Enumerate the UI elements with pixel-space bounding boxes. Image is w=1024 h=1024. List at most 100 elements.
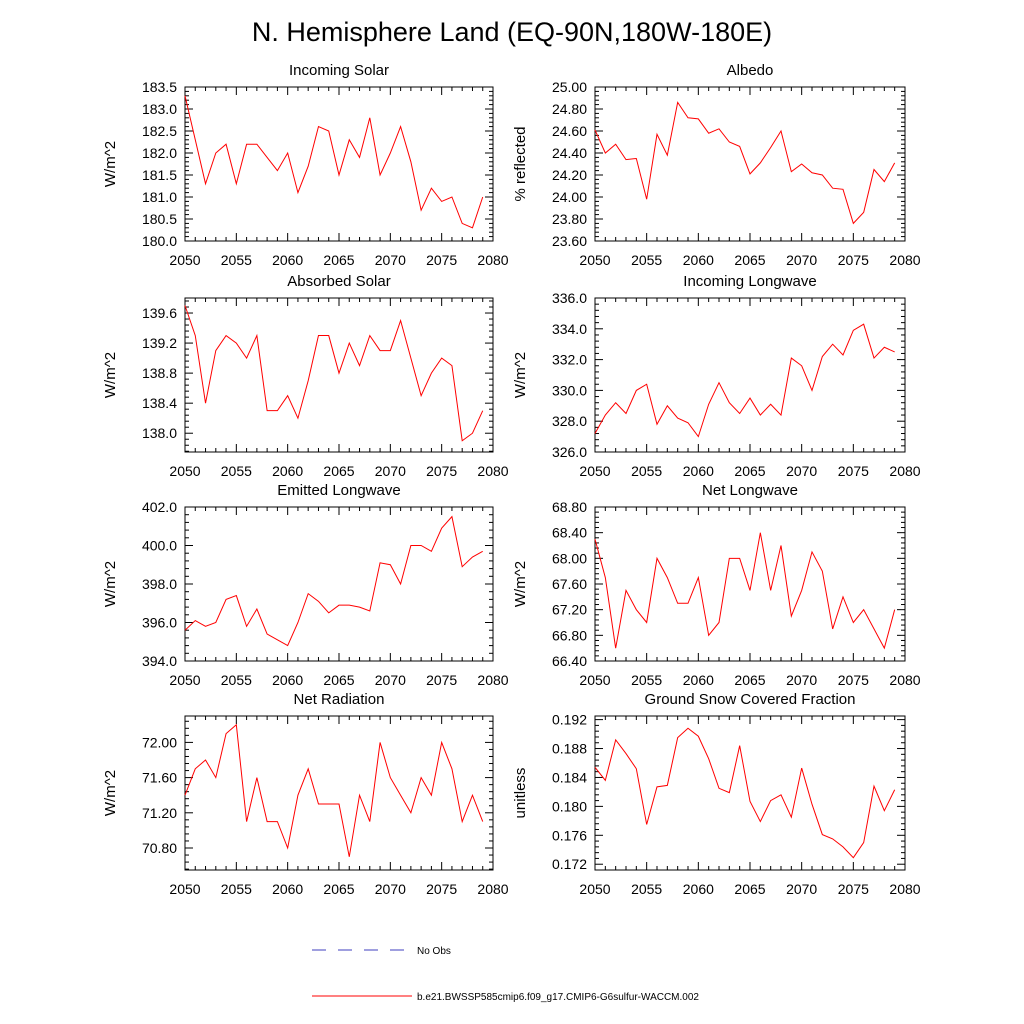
chart-emitted-longwave-x-tick-label: 2070 [375,672,406,688]
chart-ground-snow-covered-fraction-y-tick-label: 0.184 [552,769,587,785]
chart-net-longwave-x-tick-label: 2080 [889,672,920,688]
chart-net-radiation-series-line [184,723,484,857]
chart-net-longwave-y-tick-label: 66.80 [552,627,587,643]
chart-albedo-y-tick-label: 24.20 [552,167,587,183]
chart-absorbed-solar-y-tick-label: 138.8 [142,365,177,381]
chart-net-radiation-y-tick-label: 71.60 [142,770,177,786]
chart-absorbed-solar-y-tick-label: 139.6 [142,305,177,321]
chart-incoming-longwave-x-tick-label: 2060 [683,463,714,479]
chart-emitted-longwave-y-tick-label: 394.0 [142,653,177,669]
chart-incoming-longwave-x-tick-label: 2065 [734,463,765,479]
chart-net-radiation-y-tick-label: 72.00 [142,734,177,750]
chart-net-longwave-y-tick-label: 66.40 [552,653,587,669]
chart-net-radiation-x-tick-label: 2050 [169,881,200,897]
chart-net-radiation-ylabel: W/m^2 [102,770,119,816]
chart-ground-snow-covered-fraction-y-tick-label: 0.172 [552,856,587,872]
chart-incoming-longwave: Incoming Longwave W/m^2 2050 2055 2060 2065 20… [512,273,921,479]
chart-absorbed-solar-x-tick-label: 2080 [477,463,508,479]
chart-albedo-x-tick-label: 2050 [579,252,610,268]
chart-absorbed-solar-series-line [184,305,484,442]
chart-incoming-longwave-x-tick-label: 2075 [838,463,869,479]
chart-ground-snow-covered-fraction-y-tick-label: 0.180 [552,798,587,814]
chart-absorbed-solar-y-tick-label: 138.0 [142,425,177,441]
chart-net-longwave: Net Longwave W/m^2 2050 2055 2060 2065 2070 207… [512,482,921,688]
chart-absorbed-solar-y-tick-label: 139.2 [142,335,177,351]
chart-absorbed-solar: Absorbed Solar W/m^2 2050 2055 2060 2065 2070 2… [102,273,509,479]
chart-absorbed-solar-x-tick-label: 2050 [169,463,200,479]
chart-net-longwave-y-tick-label: 68.40 [552,525,587,541]
chart-ground-snow-covered-fraction-x-tick-label: 2055 [631,881,662,897]
chart-absorbed-solar-plot-frame [184,297,494,453]
chart-incoming-solar-y-tick-label: 182.5 [142,123,177,139]
chart-net-radiation-x-tick-label: 2060 [272,881,303,897]
chart-net-longwave-x-tick-label: 2075 [838,672,869,688]
chart-incoming-longwave-y-tick-label: 326.0 [552,444,587,460]
chart-incoming-solar-x-tick-label: 2065 [323,252,354,268]
chart-ground-snow-covered-fraction-x-tick-label: 2075 [838,881,869,897]
legend: No Obs b.e21.BWSSP585cmip6.f09_g17.CMIP6… [312,946,699,1003]
chart-albedo: Albedo % reflected 2050 2055 2060 2065 2070 207… [512,62,921,268]
chart-net-radiation-plot-frame [184,715,494,871]
chart-albedo-x-tick-label: 2065 [734,252,765,268]
chart-panels: Incoming Solar W/m^2 2050 2055 2060 2065 2070 2… [102,62,921,897]
chart-incoming-solar-y-tick-label: 180.5 [142,211,177,227]
chart-albedo-x-tick-label: 2075 [838,252,869,268]
chart-net-radiation-x-tick-label: 2070 [375,881,406,897]
chart-emitted-longwave-x-tick-label: 2050 [169,672,200,688]
chart-albedo-y-tick-label: 24.40 [552,145,587,161]
chart-incoming-longwave-x-tick-label: 2070 [786,463,817,479]
chart-albedo-x-tick-label: 2055 [631,252,662,268]
chart-emitted-longwave-x-tick-label: 2055 [221,672,252,688]
chart-albedo-x-tick-label: 2060 [683,252,714,268]
chart-incoming-solar-x-tick-label: 2080 [477,252,508,268]
chart-net-longwave-series-line [594,532,896,650]
chart-ground-snow-covered-fraction-ylabel: unitless [512,768,529,819]
chart-albedo-series-line [594,101,896,225]
chart-incoming-solar-x-tick-label: 2070 [375,252,406,268]
chart-net-longwave-y-tick-label: 68.80 [552,499,587,515]
chart-net-longwave-y-tick-label: 67.60 [552,576,587,592]
chart-net-longwave-ylabel: W/m^2 [512,561,529,607]
chart-net-radiation-title: Net Radiation [294,691,385,708]
chart-albedo-ylabel: % reflected [512,126,529,201]
chart-net-radiation-y-tick-label: 71.20 [142,805,177,821]
chart-net-radiation-y-tick-label: 70.80 [142,840,177,856]
chart-absorbed-solar-y-tick-label: 138.4 [142,395,177,411]
chart-net-longwave-x-tick-label: 2065 [734,672,765,688]
chart-incoming-solar-y-tick-label: 181.5 [142,167,177,183]
chart-absorbed-solar-x-tick-label: 2055 [221,463,252,479]
chart-incoming-solar-x-tick-label: 2075 [426,252,457,268]
chart-emitted-longwave-y-tick-label: 396.0 [142,615,177,631]
chart-incoming-longwave-x-tick-label: 2055 [631,463,662,479]
chart-emitted-longwave-x-tick-label: 2065 [323,672,354,688]
chart-net-radiation-x-tick-label: 2080 [477,881,508,897]
chart-ground-snow-covered-fraction: Ground Snow Covered Fraction unitless 2050… [512,691,921,897]
chart-incoming-solar-y-tick-label: 181.0 [142,189,177,205]
chart-ground-snow-covered-fraction-x-tick-label: 2060 [683,881,714,897]
chart-net-radiation-x-tick-label: 2065 [323,881,354,897]
chart-emitted-longwave-series-line [184,515,483,647]
chart-ground-snow-covered-fraction-plot-frame [594,715,906,871]
chart-incoming-longwave-x-tick-label: 2080 [889,463,920,479]
chart-albedo-y-tick-label: 25.00 [552,79,587,95]
chart-ground-snow-covered-fraction-x-tick-label: 2065 [734,881,765,897]
chart-albedo-y-tick-label: 24.80 [552,101,587,117]
chart-net-longwave-plot-frame [594,506,906,662]
chart-albedo-y-tick-label: 24.60 [552,123,587,139]
chart-albedo-y-tick-label: 23.80 [552,211,587,227]
chart-ground-snow-covered-fraction-title: Ground Snow Covered Fraction [645,691,856,708]
chart-albedo-x-tick-label: 2070 [786,252,817,268]
chart-incoming-longwave-x-tick-label: 2050 [579,463,610,479]
chart-net-longwave-x-tick-label: 2055 [631,672,662,688]
chart-ground-snow-covered-fraction-x-tick-label: 2070 [786,881,817,897]
chart-incoming-longwave-y-tick-label: 336.0 [552,290,587,306]
chart-incoming-longwave-y-tick-label: 332.0 [552,352,587,368]
chart-ground-snow-covered-fraction-x-tick-label: 2050 [579,881,610,897]
chart-absorbed-solar-x-tick-label: 2070 [375,463,406,479]
legend-obs-label: No Obs [417,946,451,957]
chart-albedo-x-tick-label: 2080 [889,252,920,268]
chart-incoming-solar-y-tick-label: 180.0 [142,233,177,249]
chart-net-longwave-y-tick-label: 68.00 [552,550,587,566]
chart-absorbed-solar-title: Absorbed Solar [287,273,390,290]
